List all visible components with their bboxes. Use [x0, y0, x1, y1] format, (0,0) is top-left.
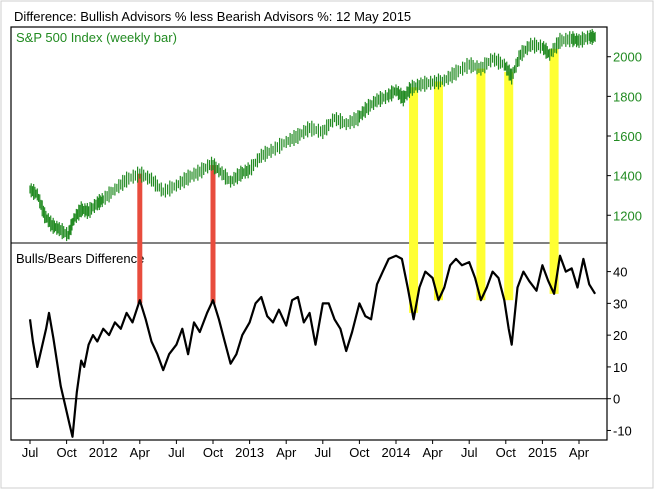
- lower-y-axis: -10 0 10 20 30 40: [607, 265, 632, 438]
- lower-y-tick-label: 10: [613, 360, 627, 375]
- upper-y-tick-label: 1800: [613, 89, 642, 104]
- lower-y-tick-label: 0: [613, 392, 620, 407]
- x-tick-label: Jul: [22, 445, 39, 460]
- x-tick-label: Jul: [168, 445, 185, 460]
- x-tick-label: 2015: [528, 445, 557, 460]
- x-tick-label: 2012: [89, 445, 118, 460]
- highlight-bar-4: [433, 81, 443, 301]
- lower-y-tick-label: 20: [613, 328, 627, 343]
- x-tick-label: 2014: [382, 445, 411, 460]
- highlight-bar-2: [210, 165, 216, 304]
- x-tick-label: Oct: [203, 445, 224, 460]
- upper-y-axis: 1200 1400 1600 1800 2000: [607, 50, 642, 223]
- highlight-bar-3: [409, 87, 419, 313]
- upper-y-tick-label: 1600: [613, 129, 642, 144]
- lower-panel: Bulls/Bears Difference: [16, 251, 144, 266]
- upper-panel-title: S&P 500 Index (weekly bar): [16, 30, 177, 45]
- sp500-series: [29, 28, 596, 242]
- highlight-bar-7: [549, 48, 559, 294]
- bulls-bears-series: [11, 254, 607, 438]
- lower-y-tick-label: 40: [613, 265, 627, 280]
- bulls-bears-line: [28, 254, 597, 438]
- x-tick-label: 2013: [235, 445, 264, 460]
- x-tick-label: Jul: [461, 445, 478, 460]
- x-tick-label: Jul: [314, 445, 331, 460]
- highlight-bar-6: [504, 71, 514, 301]
- x-tick-label: Apr: [276, 445, 297, 460]
- upper-y-tick-label: 1200: [613, 208, 642, 223]
- chart-title: Difference: Bullish Advisors % less Bear…: [14, 9, 411, 24]
- lower-panel-title: Bulls/Bears Difference: [16, 251, 144, 266]
- upper-y-tick-label: 1400: [613, 169, 642, 184]
- highlight-bar-5: [476, 68, 486, 301]
- x-tick-label: Apr: [130, 445, 151, 460]
- lower-y-tick-label: -10: [613, 423, 632, 438]
- x-tick-label: Apr: [422, 445, 443, 460]
- x-tick-label: Oct: [496, 445, 517, 460]
- highlight-bars: [137, 48, 559, 313]
- x-tick-label: Oct: [349, 445, 370, 460]
- x-tick-label: Oct: [56, 445, 77, 460]
- upper-y-tick-label: 2000: [613, 50, 642, 65]
- x-axis: Jul Oct 2012 Apr Jul Oct 2013 Apr Jul Oct 2014 Apr J…: [22, 440, 590, 460]
- highlight-bar-1: [137, 173, 143, 304]
- x-tick-label: Apr: [569, 445, 590, 460]
- lower-y-tick-label: 30: [613, 296, 627, 311]
- plot-background: [10, 26, 608, 441]
